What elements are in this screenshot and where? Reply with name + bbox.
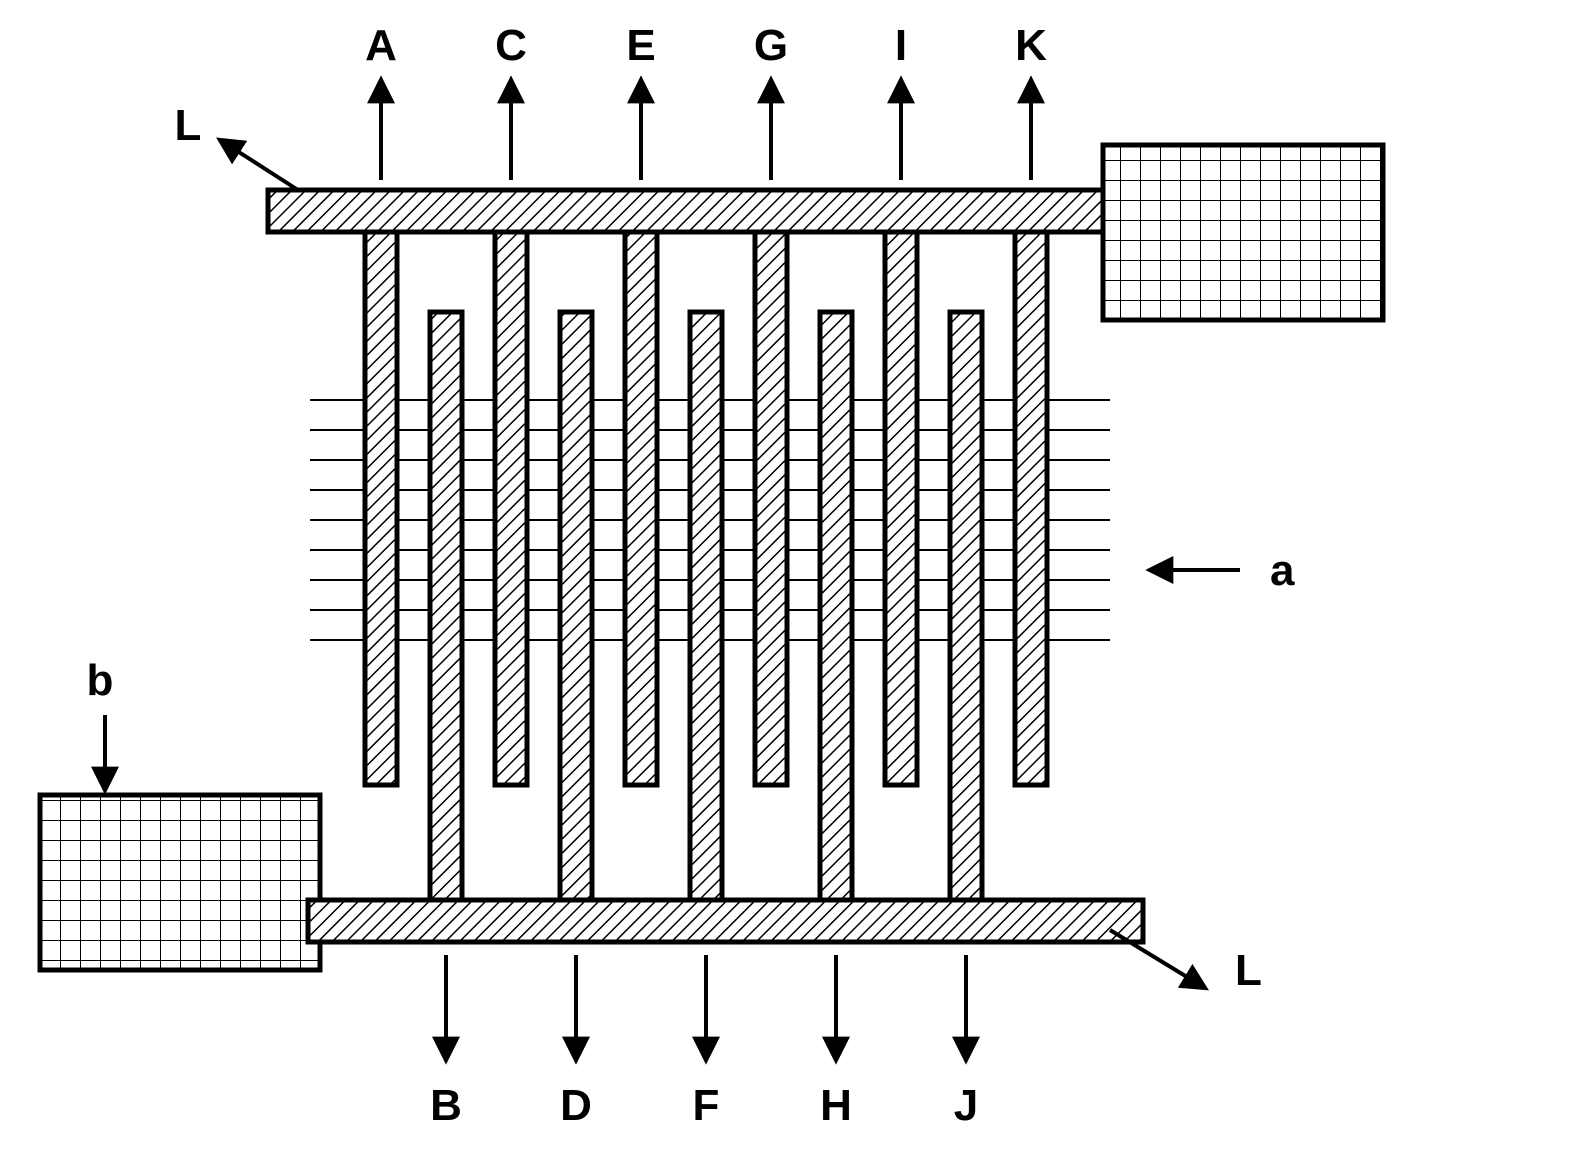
lower-finger-3 bbox=[820, 312, 852, 942]
label-E: E bbox=[626, 21, 655, 70]
upper-finger-2 bbox=[625, 190, 657, 785]
label-L-bottom: L bbox=[1235, 946, 1262, 995]
label-C: C bbox=[495, 21, 527, 70]
lower-finger-0 bbox=[430, 312, 462, 942]
lower-finger-4 bbox=[950, 312, 982, 942]
label-H: H bbox=[820, 1081, 852, 1130]
lower-finger-2 bbox=[690, 312, 722, 942]
label-G: G bbox=[754, 21, 788, 70]
label-D: D bbox=[560, 1081, 592, 1130]
bus-bar-bottom bbox=[308, 900, 1143, 942]
arrow-L-bottom bbox=[1110, 930, 1205, 988]
grid-pad-top-right bbox=[1103, 145, 1383, 320]
label-K: K bbox=[1015, 21, 1047, 70]
upper-finger-3 bbox=[755, 190, 787, 785]
label-I: I bbox=[895, 21, 907, 70]
diagram-svg: A C E G I K B D F H J L La b bbox=[0, 0, 1588, 1156]
arrow-L-top bbox=[220, 140, 298, 190]
label-b: b bbox=[87, 656, 114, 705]
upper-finger-1 bbox=[495, 190, 527, 785]
bus-bar-top bbox=[268, 190, 1103, 232]
upper-finger-0 bbox=[365, 190, 397, 785]
label-a: a bbox=[1270, 546, 1295, 595]
label-J: J bbox=[954, 1081, 978, 1130]
lower-finger-1 bbox=[560, 312, 592, 942]
label-L-top: L bbox=[175, 101, 202, 150]
label-B: B bbox=[430, 1081, 462, 1130]
label-A: A bbox=[365, 21, 397, 70]
upper-finger-5 bbox=[1015, 190, 1047, 785]
upper-finger-4 bbox=[885, 190, 917, 785]
label-F: F bbox=[693, 1081, 720, 1130]
grid-pad-bottom-left bbox=[40, 795, 320, 970]
